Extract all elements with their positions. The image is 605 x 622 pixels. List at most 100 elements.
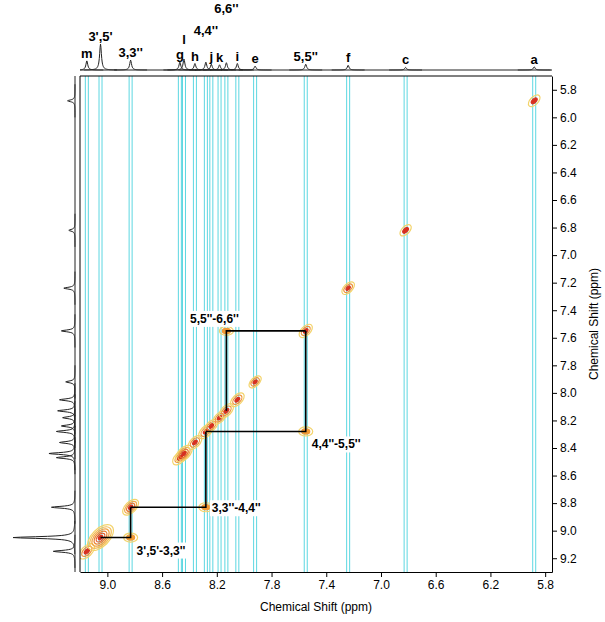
projection-peak — [289, 64, 322, 70]
peak-label: 5,5'' — [294, 49, 318, 64]
tick-mark — [552, 393, 557, 394]
projection-peak — [64, 272, 75, 305]
tick: 7.4 — [318, 572, 335, 592]
tick-mark — [107, 572, 108, 577]
tick-label: 6.4 — [560, 166, 577, 180]
plot-area — [80, 76, 542, 572]
t1-streak — [132, 76, 133, 572]
tick-label: 7.8 — [560, 359, 577, 373]
tick-mark — [552, 228, 557, 229]
axis: 9.08.68.27.87.47.06.66.25.8 — [81, 572, 555, 592]
tick-mark — [217, 572, 218, 577]
projection-peak — [61, 314, 75, 347]
correlation-label: 5,5''-6,6'' — [190, 312, 239, 326]
diagonal-peak — [192, 439, 198, 445]
annotations: 3',5'-3,3''3,3''-4,4''4,4''-5,5''5,5''-6… — [135, 311, 363, 559]
axis-line — [81, 572, 553, 573]
tick-label: 7.0 — [373, 578, 390, 592]
projection-peak — [13, 521, 75, 554]
tick-label: 6.2 — [560, 138, 577, 152]
tick-label: 7.0 — [560, 248, 577, 262]
tick-mark — [552, 90, 557, 91]
label-background — [188, 311, 241, 327]
t1-streak — [129, 76, 130, 572]
tick-label: 8.8 — [560, 496, 577, 510]
t1-streak — [88, 76, 89, 572]
tick-mark — [552, 145, 557, 146]
t1-streak — [185, 76, 186, 572]
tick: 7.4 — [552, 304, 577, 318]
correlation-connector — [101, 507, 131, 537]
tick-mark — [552, 558, 557, 559]
tick-label: 9.0 — [560, 524, 577, 538]
t1-streak — [535, 76, 536, 572]
diagonal-peak — [176, 445, 193, 462]
t1-streak — [182, 76, 183, 572]
tick-mark — [552, 365, 557, 366]
diagonal-peak — [345, 285, 351, 291]
t1-streak — [256, 76, 257, 572]
peak-label: l — [182, 32, 186, 47]
tick: 6.2 — [552, 138, 577, 152]
diagonal-peak — [402, 226, 410, 234]
projection-peak — [60, 383, 75, 416]
y-axis-title: Chemical Shift (ppm) — [587, 268, 601, 380]
left-projection — [13, 76, 75, 572]
tick-mark — [552, 476, 557, 477]
tick: 7.8 — [552, 359, 577, 373]
diagonal-peak — [250, 376, 261, 387]
t1-streak — [253, 76, 254, 572]
diagonal-peak — [234, 397, 240, 403]
diagonal-peak — [80, 544, 94, 558]
tick-label: 5.8 — [537, 578, 554, 592]
diagonal-peak — [228, 390, 247, 409]
diagonal-peak — [526, 93, 542, 109]
projection-peak — [56, 441, 75, 474]
tick: 8.4 — [552, 441, 577, 455]
diagonal-peak — [170, 448, 190, 468]
tick: 9.0 — [100, 572, 117, 592]
t1-streak — [349, 76, 350, 572]
axis: 5.86.06.26.46.66.87.07.27.47.67.88.08.28… — [552, 77, 577, 573]
t1-streak — [102, 76, 103, 572]
peak-label: j — [209, 49, 214, 64]
tick-mark — [162, 572, 163, 577]
projection-peak — [332, 65, 365, 70]
projection-peak — [63, 401, 75, 434]
tick-label: 8.6 — [154, 578, 171, 592]
peak-label: 3',5' — [88, 29, 112, 44]
correlation-connector — [226, 331, 305, 411]
correlation-label: 4,4''-5,5'' — [312, 437, 361, 451]
tick: 8.2 — [209, 572, 226, 592]
tick-label: 7.2 — [560, 276, 577, 290]
tick: 6.2 — [483, 572, 500, 592]
tick: 5.8 — [537, 572, 554, 592]
tick-mark — [552, 310, 557, 311]
projection-peak — [221, 64, 254, 70]
peak-label: k — [216, 50, 224, 65]
t1-streak — [407, 76, 408, 572]
background — [0, 0, 605, 622]
projection-peak — [68, 84, 75, 117]
diagonal-peak — [178, 448, 189, 459]
projection-peak — [69, 214, 75, 247]
tick: 8.8 — [552, 496, 577, 510]
tick-mark — [552, 448, 557, 449]
correlation-label: 3',5'-3,3'' — [137, 544, 186, 558]
tick-label: 6.0 — [560, 111, 577, 125]
label-background — [135, 543, 188, 559]
t1-streak — [178, 76, 179, 572]
plot-frame — [80, 76, 552, 77]
peak-label: g — [176, 47, 184, 62]
diagonal-peak — [342, 282, 353, 293]
diagonal-peak — [530, 97, 538, 105]
diagonal-peak — [340, 280, 357, 297]
tick: 6.6 — [428, 572, 445, 592]
tick-label: 9.0 — [100, 578, 117, 592]
tick-label: 6.6 — [560, 193, 577, 207]
label-background — [210, 500, 263, 516]
projection-peak — [66, 365, 75, 398]
tick: 9.2 — [552, 552, 577, 566]
tick: 7.2 — [552, 276, 577, 290]
peak-label: 3,3'' — [118, 45, 142, 60]
